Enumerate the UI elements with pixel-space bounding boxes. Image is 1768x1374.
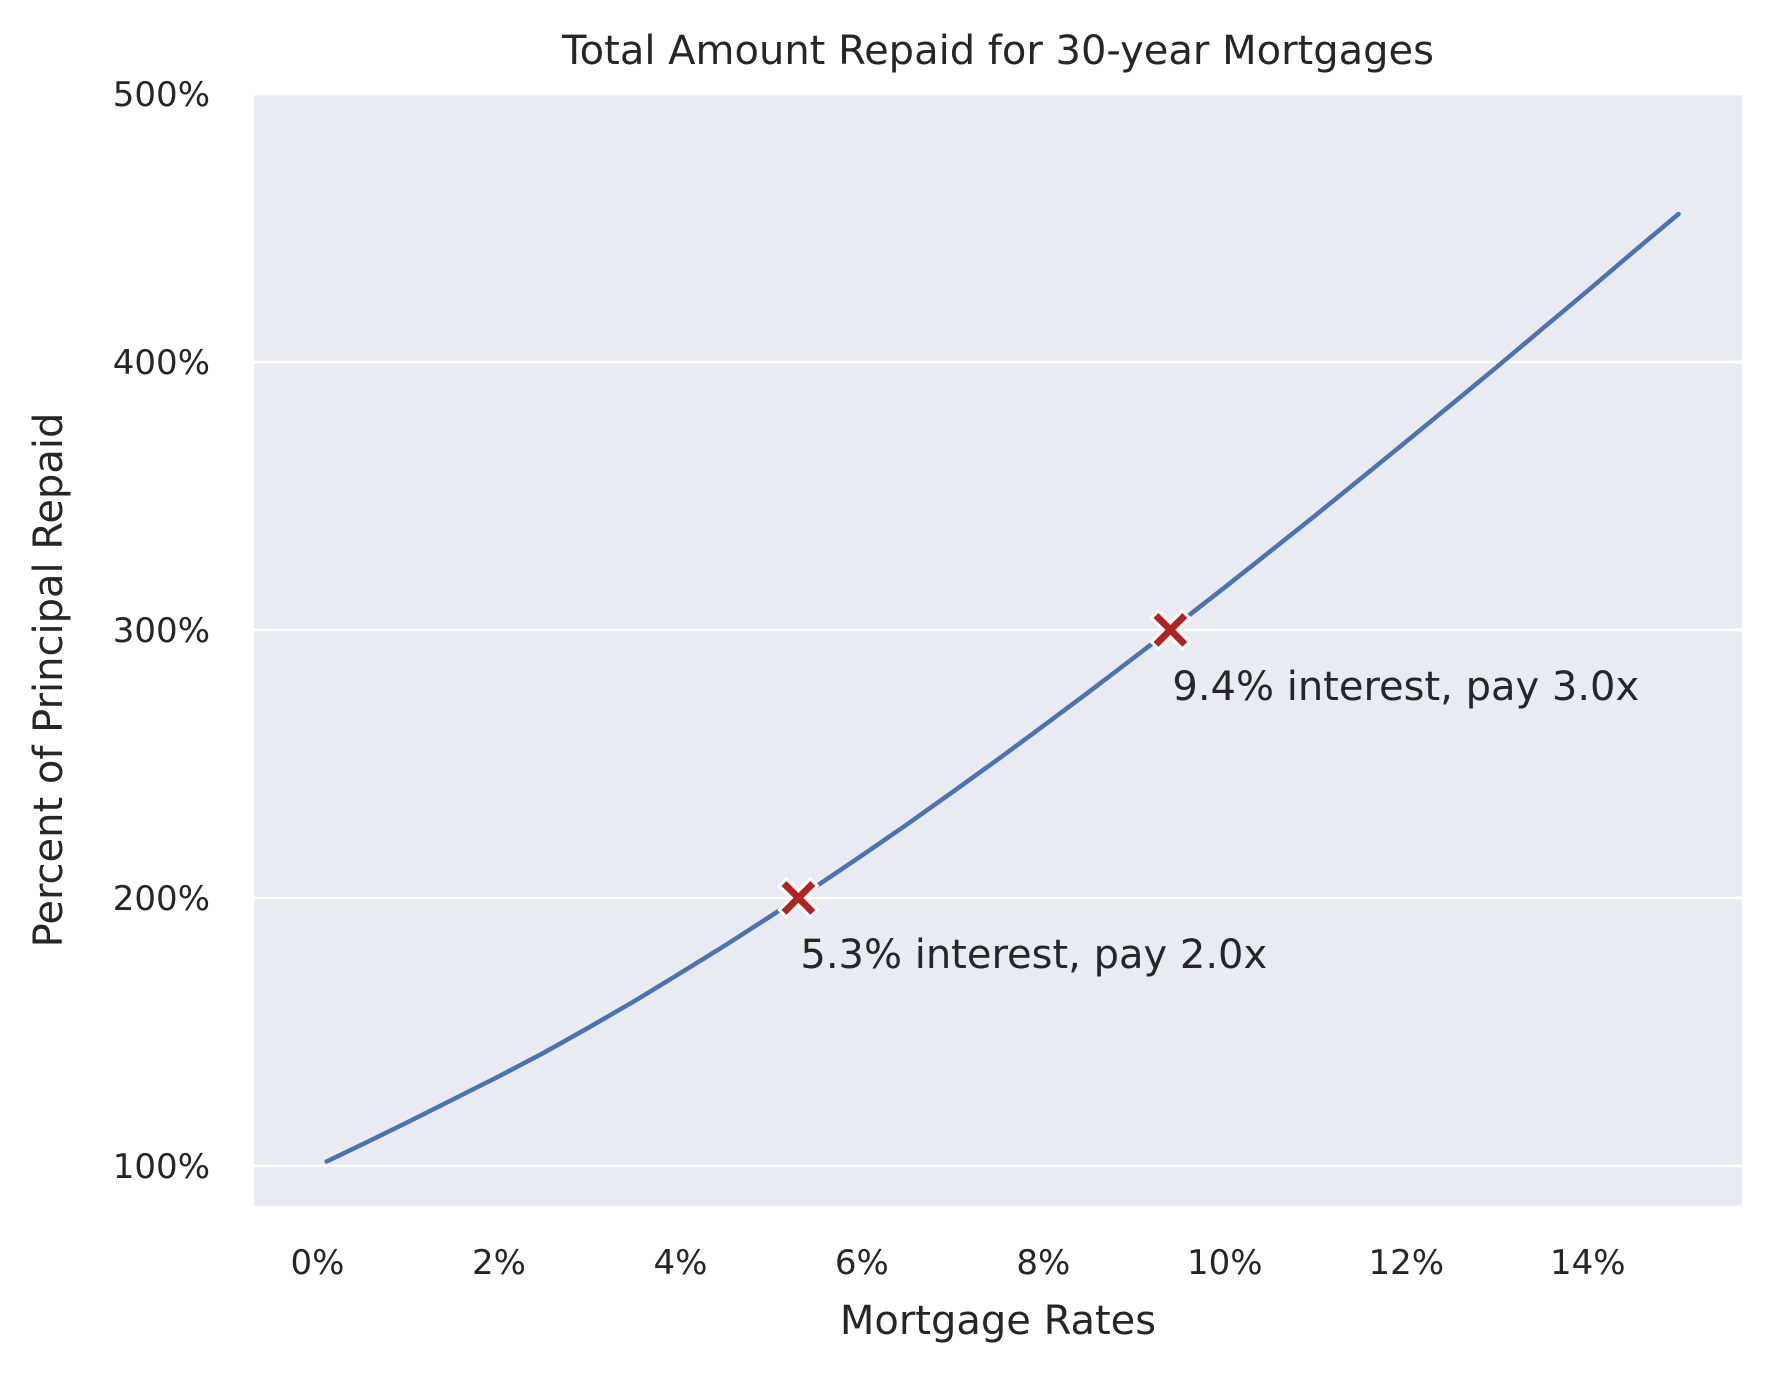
annotation-label: 5.3% interest, pay 2.0x [800,932,1267,978]
x-tick-label: 4% [653,1243,707,1283]
series-layer [324,211,1681,1164]
plot-background [254,94,1742,1206]
y-tick-label: 300% [113,611,210,651]
y-tick-label: 500% [113,75,210,115]
y-axis-ticks: 100% 200% 300% 400% 500% [113,75,210,1187]
x-marker [1149,608,1192,652]
gridlines [254,92,1742,1168]
x-tick-label: 14% [1550,1243,1626,1283]
chart-title: Total Amount Repaid for 30-year Mortgage… [561,28,1434,74]
y-tick-label: 100% [113,1147,210,1187]
x-marker [777,876,820,920]
y-tick-label: 200% [113,879,210,919]
x-tick-label: 6% [835,1243,889,1283]
x-tick-label: 12% [1369,1243,1445,1283]
x-tick-label: 2% [472,1243,526,1283]
series-line [324,211,1681,1164]
x-tick-label: 8% [1016,1243,1070,1283]
y-tick-label: 400% [113,343,210,383]
x-tick-label: 10% [1187,1243,1263,1283]
x-axis-label: Mortgage Rates [840,1298,1156,1344]
x-tick-label: 0% [291,1243,345,1283]
y-axis-label: Percent of Principal Repaid [26,413,72,948]
annotations-layer: 5.3% interest, pay 2.0x 9.4% interest, pa… [800,664,1639,978]
annotation-label: 9.4% interest, pay 3.0x [1172,664,1639,710]
x-axis-ticks: 0% 2% 4% 6% 8% 10% 12% 14% [291,1243,1626,1283]
markers-layer [777,608,1192,920]
